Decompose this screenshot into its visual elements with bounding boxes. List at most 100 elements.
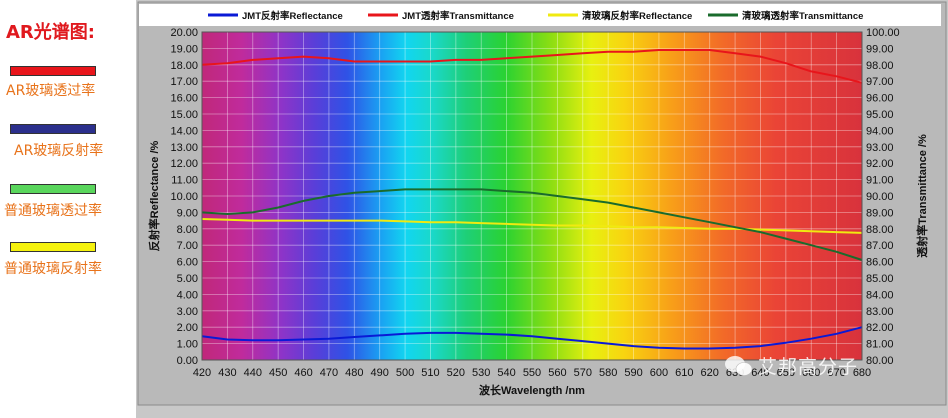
y-right-tick-label: 83.00	[866, 306, 894, 318]
x-tick-label: 610	[675, 367, 693, 379]
y-left-tick-label: 18.00	[170, 60, 198, 72]
legend-swatch-glass-transmittance	[10, 184, 96, 194]
y-right-tick-label: 87.00	[866, 240, 894, 252]
y-left-tick-label: 17.00	[170, 76, 198, 88]
legend-label-1: JMT透射率Transmittance	[402, 10, 514, 22]
x-tick-label: 600	[650, 367, 668, 379]
x-tick-label: 420	[193, 367, 211, 379]
x-tick-label: 580	[599, 367, 617, 379]
x-tick-label: 500	[396, 367, 414, 379]
y-left-tick-label: 16.00	[170, 93, 198, 105]
spectrum-chart: 0.00 80.00 1.00 81.00 2.00 82.00 3.00 83.00 4.00…	[136, 0, 948, 418]
x-tick-label: 530	[472, 367, 490, 379]
x-tick-label: 640	[751, 367, 769, 379]
x-tick-label: 460	[294, 367, 312, 379]
legend-label-3: 清玻璃透射率Transmittance	[742, 10, 863, 22]
y-right-tick-label: 97.00	[866, 76, 894, 88]
y-left-tick-label: 7.00	[177, 240, 198, 252]
series-line-2	[201, 218, 863, 234]
x-tick-label: 670	[827, 367, 845, 379]
x-tick-label: 680	[853, 367, 871, 379]
y-right-tick-label: 84.00	[866, 289, 894, 301]
y-right-tick-label: 89.00	[866, 207, 894, 219]
y-left-tick-label: 12.00	[170, 158, 198, 170]
axes-group: 0.00 80.00 1.00 81.00 2.00 82.00 3.00 83.00 4.00…	[170, 27, 899, 379]
y-axis-right-label: 透射率Transmittance /%	[915, 134, 929, 258]
grid-lines	[201, 31, 863, 361]
y-left-tick-label: 11.00	[171, 175, 198, 187]
y-right-tick-label: 100.00	[866, 27, 900, 39]
y-left-tick-label: 10.00	[170, 191, 198, 203]
wechat-icon	[725, 356, 753, 376]
x-tick-label: 620	[701, 367, 719, 379]
x-tick-label: 450	[269, 367, 287, 379]
chart-panel: 0.00 80.00 1.00 81.00 2.00 82.00 3.00 83.00 4.00…	[136, 0, 948, 418]
legend-label-glass-transmittance: 普通玻璃透过率	[4, 203, 102, 219]
legend-swatch-ar-transmittance	[10, 66, 96, 76]
legend-label-ar-reflectance: AR玻璃反射率	[14, 143, 104, 159]
y-left-tick-label: 15.00	[170, 109, 198, 121]
x-tick-label: 590	[624, 367, 642, 379]
y-right-tick-label: 86.00	[866, 257, 894, 269]
y-right-tick-label: 88.00	[866, 224, 894, 236]
legend-label-glass-reflectance: 普通玻璃反射率	[4, 261, 102, 277]
y-right-tick-label: 81.00	[866, 339, 894, 351]
series-line-0	[201, 326, 863, 350]
y-left-tick-label: 5.00	[177, 273, 198, 285]
y-axis-left-label: 反射率Reflectance /%	[147, 140, 161, 251]
y-right-tick-label: 95.00	[866, 109, 894, 121]
x-tick-label: 650	[777, 367, 795, 379]
y-left-tick-label: 2.00	[177, 322, 198, 334]
x-tick-label: 430	[218, 367, 236, 379]
legend-bar	[139, 4, 941, 26]
plot-border	[201, 31, 863, 361]
y-right-tick-label: 94.00	[866, 125, 894, 137]
x-tick-label: 540	[497, 367, 515, 379]
legend-swatch-glass-reflectance	[10, 242, 96, 252]
chart-legend: JMT反射率Reflectance JMT透射率Transmittance 清玻璃反…	[208, 10, 863, 22]
y-right-tick-label: 96.00	[866, 93, 894, 105]
y-left-tick-label: 4.00	[177, 289, 198, 301]
side-legend-title: AR光谱图:	[6, 22, 95, 43]
legend-swatch-ar-reflectance	[10, 124, 96, 134]
series-line-3	[201, 188, 863, 261]
y-right-tick-label: 80.00	[866, 355, 894, 367]
x-tick-label: 490	[371, 367, 389, 379]
x-tick-label: 660	[802, 367, 820, 379]
y-right-tick-label: 92.00	[866, 158, 894, 170]
series-line-1	[201, 49, 863, 84]
y-left-tick-label: 14.00	[170, 125, 198, 137]
y-right-tick-label: 99.00	[866, 43, 894, 55]
y-right-tick-label: 82.00	[866, 322, 894, 334]
x-tick-label: 510	[421, 367, 439, 379]
x-tick-label: 440	[244, 367, 262, 379]
x-tick-label: 520	[447, 367, 465, 379]
x-tick-label: 560	[548, 367, 566, 379]
y-left-tick-label: 8.00	[177, 224, 198, 236]
y-right-tick-label: 98.00	[866, 60, 894, 72]
y-right-tick-label: 85.00	[866, 273, 894, 285]
y-left-tick-label: 20.00	[170, 27, 198, 39]
plot-area-spectrum	[202, 32, 862, 360]
series-group	[201, 49, 863, 350]
y-left-tick-label: 9.00	[177, 207, 198, 219]
side-legend: AR光谱图: AR玻璃透过率 AR玻璃反射率 普通玻璃透过率 普通玻璃反射率	[0, 0, 136, 418]
y-left-tick-label: 3.00	[177, 306, 198, 318]
watermark-text: 艾邦高分子	[758, 356, 859, 378]
y-right-tick-label: 90.00	[866, 191, 894, 203]
y-left-tick-label: 19.00	[170, 43, 198, 55]
x-tick-label: 470	[320, 367, 338, 379]
x-tick-label: 480	[345, 367, 363, 379]
x-axis-label: 波长Wavelength /nm	[479, 383, 585, 397]
x-tick-label: 570	[574, 367, 592, 379]
legend-label-ar-transmittance: AR玻璃透过率	[6, 83, 96, 99]
y-left-tick-label: 13.00	[170, 142, 198, 154]
y-right-tick-label: 93.00	[866, 142, 894, 154]
y-right-tick-label: 91.00	[866, 175, 894, 187]
y-left-tick-label: 1.00	[177, 339, 198, 351]
legend-label-0: JMT反射率Reflectance	[242, 10, 343, 22]
y-left-tick-label: 6.00	[177, 257, 198, 269]
legend-label-2: 清玻璃反射率Reflectance	[582, 10, 692, 22]
x-tick-label: 550	[523, 367, 541, 379]
y-left-tick-label: 0.00	[177, 355, 198, 367]
